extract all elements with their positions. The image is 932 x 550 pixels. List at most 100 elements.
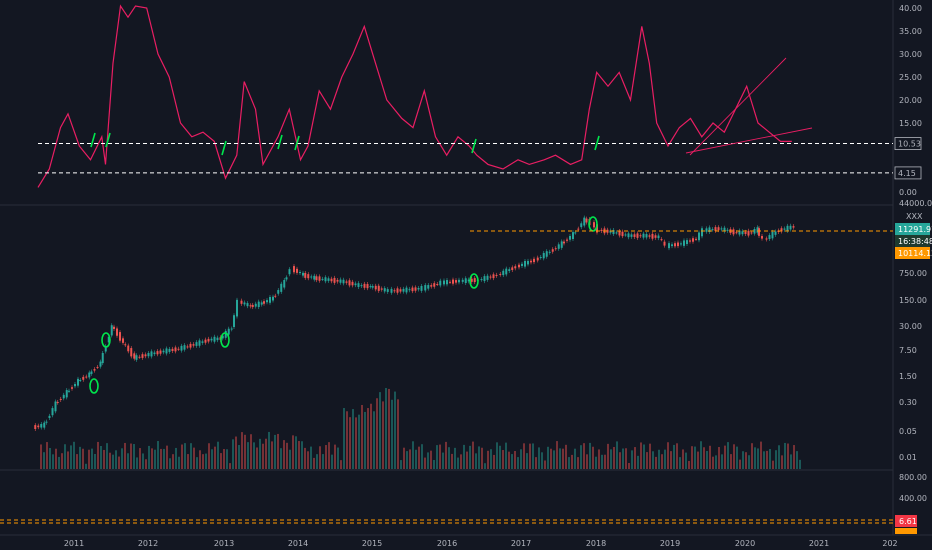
candle — [686, 240, 688, 245]
candle — [417, 288, 420, 290]
candle — [726, 229, 729, 231]
volume-bar — [346, 411, 348, 469]
candle — [671, 244, 673, 247]
candle — [122, 338, 124, 343]
candle — [263, 301, 265, 304]
candle — [698, 232, 700, 241]
candle — [40, 423, 43, 428]
volume-bar — [721, 454, 723, 469]
volume-bar — [355, 417, 357, 469]
volume-bar — [172, 454, 174, 469]
volume-bar — [445, 441, 447, 469]
candle — [174, 347, 177, 352]
candle — [495, 274, 498, 276]
candle — [221, 335, 224, 339]
candle — [377, 285, 380, 291]
candle — [792, 226, 795, 228]
volume-bar — [724, 445, 726, 469]
candle — [396, 288, 399, 293]
candle — [345, 281, 348, 283]
volume-bar — [400, 460, 402, 469]
candle — [113, 326, 115, 329]
volume-bar — [463, 444, 465, 469]
volume-bar — [586, 454, 588, 469]
lower-axis-tick: 800.00 — [899, 473, 927, 482]
volume-bar — [373, 411, 375, 469]
candle — [192, 344, 195, 346]
trend-line[interactable] — [689, 57, 787, 156]
candle — [321, 278, 324, 280]
volume-bar — [601, 454, 603, 469]
candle — [315, 276, 318, 281]
time-axis-tick: 2016 — [437, 539, 457, 548]
volume-bar — [640, 442, 642, 469]
volume-bar — [88, 449, 90, 469]
candle — [162, 350, 165, 353]
candle — [572, 232, 574, 239]
volume-bar — [220, 453, 222, 469]
candle — [227, 328, 230, 335]
candle — [783, 228, 786, 230]
volume-bar — [196, 457, 198, 469]
candle — [677, 242, 679, 247]
candle — [483, 276, 486, 282]
volume-bar — [703, 447, 705, 469]
volume-bar — [514, 451, 516, 469]
candle — [310, 276, 313, 278]
marker-stroke — [594, 135, 600, 151]
volume-bar — [121, 448, 123, 469]
volume-bar — [157, 441, 159, 469]
volume-bar — [289, 449, 291, 469]
lower-tag-label: 6.61 — [899, 517, 917, 526]
candle — [177, 348, 180, 350]
candle — [636, 233, 639, 238]
candle — [127, 345, 130, 352]
volume-bar — [421, 444, 423, 469]
volume-bar — [613, 446, 615, 469]
marker-circle — [469, 273, 479, 289]
candle — [138, 356, 141, 358]
candle — [467, 279, 470, 282]
time-axis-tick: 2012 — [138, 539, 158, 548]
candle — [307, 274, 310, 279]
volume-bar — [301, 441, 303, 469]
lower-axis-tick: 400.00 — [899, 494, 927, 503]
candle — [574, 232, 577, 234]
candle — [758, 228, 760, 236]
candle — [768, 235, 771, 240]
candle — [324, 277, 327, 282]
candle — [750, 232, 753, 234]
volume-bar — [712, 456, 714, 469]
volume-bar — [655, 456, 657, 469]
volume-bar — [508, 451, 510, 469]
volume-bar — [619, 452, 621, 469]
volume-bar — [262, 443, 264, 469]
volume-bar — [208, 443, 210, 469]
candle — [744, 231, 747, 234]
price-tag — [895, 223, 930, 235]
candle — [257, 301, 260, 308]
osc-axis-tick: 40.00 — [899, 4, 922, 13]
candle — [313, 275, 316, 280]
candle — [577, 228, 580, 230]
candle — [499, 273, 502, 275]
volume-bar — [292, 435, 294, 469]
candle — [566, 239, 568, 241]
candle — [380, 288, 383, 290]
volume-bar — [511, 454, 513, 469]
candle — [266, 300, 268, 303]
volume-bar — [67, 451, 69, 469]
volume-bar — [616, 441, 618, 469]
trend-line[interactable] — [685, 127, 813, 154]
candle — [747, 230, 750, 236]
marker-stroke — [105, 132, 111, 148]
candle — [557, 244, 560, 249]
volume-bar — [793, 445, 795, 469]
candle — [732, 229, 735, 235]
volume-bar — [187, 454, 189, 469]
volume-bar — [547, 446, 549, 469]
candle — [342, 279, 345, 284]
candle — [110, 325, 113, 336]
